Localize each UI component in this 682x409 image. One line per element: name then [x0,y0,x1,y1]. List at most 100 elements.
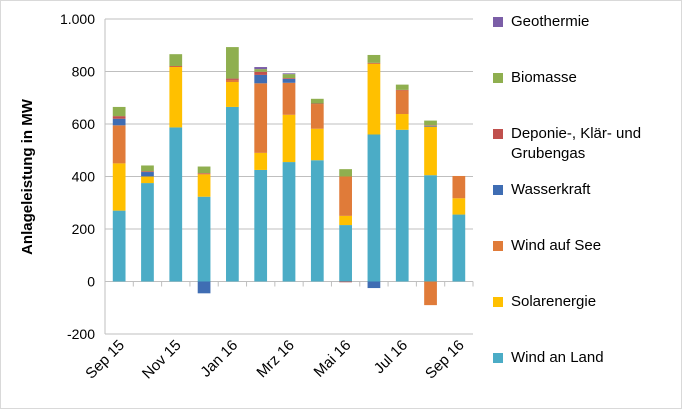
bar-segment [339,225,352,282]
bar-segment [282,114,296,163]
bar-segment [452,175,466,199]
legend-swatch [493,73,503,83]
legend-swatch [493,185,503,195]
bar-segment [310,98,324,104]
bar-segment [395,114,409,130]
bar-segment [226,82,239,107]
bar-segment [367,281,381,289]
legend-label: Solarenergie [511,293,597,310]
bar-segment [254,69,268,72]
y-tick-label: 800 [72,64,96,80]
bar-segment [339,281,352,283]
bar-segment [254,83,268,153]
legend-item: Biomasse [493,68,671,88]
bar-segment [141,171,154,173]
bar-segment [310,128,324,161]
bar-segment [254,67,268,70]
bar-segment [282,73,296,75]
y-tick-label: 1.000 [60,11,95,27]
bar-segment [395,90,409,115]
bar-segment [169,67,183,128]
bar-segment [254,152,268,170]
y-axis-label: Anlageleistung in MW [19,98,36,255]
bar-segment [367,63,381,135]
legend-item: Solarenergie [493,292,671,312]
y-tick-label: 200 [72,221,96,237]
legend-label: Wind auf See [511,237,602,254]
x-tick-label: Mrz 16 [253,337,297,381]
x-tick-label: Sep 15 [82,337,128,383]
bar-segment [169,127,183,282]
bar-segment [395,89,409,91]
bar-segment [282,78,296,79]
bar-segment [310,103,324,105]
bar-segment [424,126,437,176]
bar-segment [226,78,239,80]
x-tick-label: Jul 16 [371,337,411,377]
bar-segment [282,78,296,83]
bar-segment [197,173,211,175]
legend-item: Wind an Land [493,348,671,368]
bar-segment [197,174,211,197]
bar-segment [197,173,211,174]
bar-segment [282,82,296,115]
bar-segment [112,125,126,164]
legend-swatch [493,241,503,251]
bar-segment [112,210,126,282]
bar-segment [141,165,154,172]
x-tick-label: Sep 16 [422,337,468,383]
bar-segment [226,106,239,282]
bar-segment [424,175,437,282]
legend-item: Wind auf See [493,236,671,256]
bar-segment [254,74,268,84]
x-tick-label: Jan 16 [197,337,241,381]
bar-segment [112,163,126,211]
bar-segment [197,196,211,282]
y-tick-label: -200 [67,326,95,342]
y-tick-label: 400 [72,169,96,185]
bar-segment [197,166,211,174]
bar-segment [197,281,211,294]
bar-segment [282,74,296,79]
legend-item: Deponie-, Klär- und Grubengas [493,124,671,164]
y-tick-label: 600 [72,116,96,132]
bar-segment [169,54,183,66]
bar-segment [226,47,239,79]
legend-label: Deponie-, Klär- und Grubengas [511,125,642,162]
legend-label: Geothermie [511,13,590,30]
bar-segment [452,214,466,282]
bar-segment [339,215,352,226]
legend-item: Wasserkraft [493,180,671,200]
bar-segment [367,62,381,64]
bar-segment [367,54,381,63]
bar-segment [395,129,409,282]
bar-segment [424,125,437,127]
x-tick-label: Mai 16 [311,337,355,381]
bar-segment [169,66,183,68]
bar-segment [112,118,126,126]
bar-segment [424,120,437,126]
bar-segment [112,106,126,117]
legend-item: Geothermie [493,12,671,32]
bar-segment [169,65,183,67]
legend-label: Biomasse [511,69,577,86]
bar-segment [112,116,126,119]
bar-segment [254,169,268,282]
bar-segment [339,176,352,216]
bar-segment [395,84,409,90]
bar-segment [452,198,466,215]
bar-segment [141,183,154,282]
bar-segment [282,162,296,282]
x-tick-label: Nov 15 [139,337,185,383]
bar-segment [339,169,352,177]
bar-segment [424,281,437,306]
legend-swatch [493,17,503,27]
y-tick-label: 0 [87,274,95,290]
legend-swatch [493,353,503,363]
bar-segment [310,104,324,129]
bar-segment [141,172,154,177]
bar-segment [254,71,268,75]
bar-segment [226,79,239,82]
